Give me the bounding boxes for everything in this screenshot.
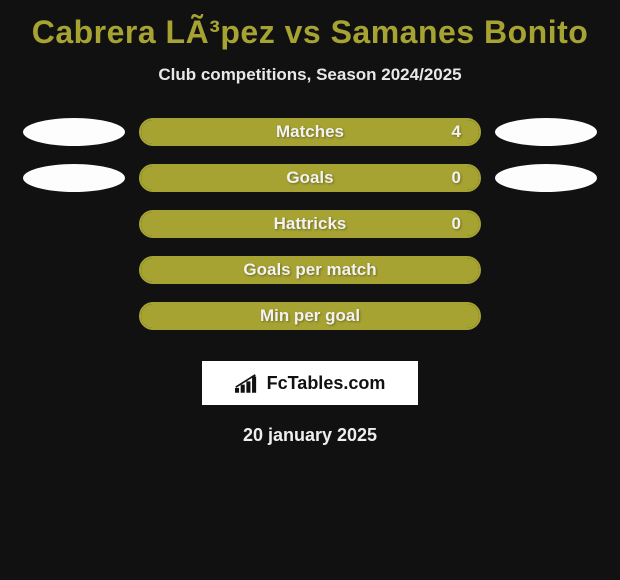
snapshot-date: 20 january 2025	[0, 425, 620, 446]
stat-bar: Goals 0	[139, 164, 481, 192]
stat-bar: Goals per match	[139, 256, 481, 284]
right-bubble	[495, 164, 597, 192]
bars-icon	[235, 373, 261, 393]
stat-label: Min per goal	[260, 306, 360, 326]
stat-label: Hattricks	[274, 214, 347, 234]
stat-row: Min per goal	[0, 293, 620, 339]
stat-value: 0	[452, 168, 461, 188]
stat-row: Matches 4	[0, 109, 620, 155]
stat-value: 0	[452, 214, 461, 234]
left-bubble	[23, 164, 125, 192]
right-bubble	[495, 118, 597, 146]
left-bubble	[23, 118, 125, 146]
stat-row: Goals per match	[0, 247, 620, 293]
stat-bar: Matches 4	[139, 118, 481, 146]
comparison-subtitle: Club competitions, Season 2024/2025	[0, 65, 620, 85]
stat-row: Hattricks 0	[0, 201, 620, 247]
stat-label: Goals per match	[243, 260, 376, 280]
stat-label: Goals	[286, 168, 333, 188]
stat-bar: Min per goal	[139, 302, 481, 330]
stat-label: Matches	[276, 122, 344, 142]
fctables-branding: FcTables.com	[202, 361, 418, 405]
stat-row: Goals 0	[0, 155, 620, 201]
comparison-title: Cabrera LÃ³pez vs Samanes Bonito	[0, 0, 620, 51]
stat-value: 4	[452, 122, 461, 142]
stat-bar: Hattricks 0	[139, 210, 481, 238]
branding-text: FcTables.com	[267, 373, 386, 394]
comparison-chart: Matches 4 Goals 0 Hattricks 0 Goals per match M…	[0, 109, 620, 339]
